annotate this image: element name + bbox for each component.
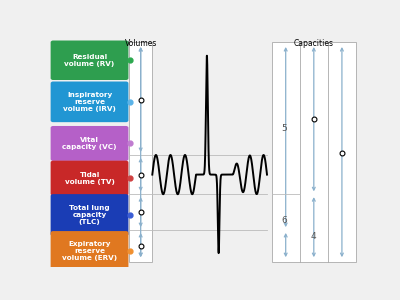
- Text: Vital
capacity (VC): Vital capacity (VC): [62, 137, 117, 150]
- FancyBboxPatch shape: [129, 42, 152, 262]
- FancyBboxPatch shape: [51, 160, 128, 196]
- Text: Capacities: Capacities: [294, 40, 334, 49]
- Text: Residual
volume (RV): Residual volume (RV): [64, 54, 115, 67]
- Text: 6: 6: [281, 216, 287, 225]
- Text: Tidal
volume (TV): Tidal volume (TV): [64, 172, 114, 184]
- FancyBboxPatch shape: [51, 82, 128, 122]
- FancyBboxPatch shape: [51, 40, 128, 80]
- Text: Inspiratory
reserve
volume (IRV): Inspiratory reserve volume (IRV): [63, 92, 116, 112]
- Text: Volumes: Volumes: [124, 40, 157, 49]
- Text: Expiratory
reserve
volume (ERV): Expiratory reserve volume (ERV): [62, 241, 117, 261]
- FancyBboxPatch shape: [272, 42, 356, 262]
- FancyBboxPatch shape: [51, 194, 128, 236]
- Text: 5: 5: [281, 124, 287, 133]
- FancyBboxPatch shape: [51, 126, 128, 161]
- FancyBboxPatch shape: [51, 231, 128, 271]
- Text: Total lung
capacity
(TLC): Total lung capacity (TLC): [69, 205, 110, 225]
- Text: 4: 4: [311, 232, 317, 242]
